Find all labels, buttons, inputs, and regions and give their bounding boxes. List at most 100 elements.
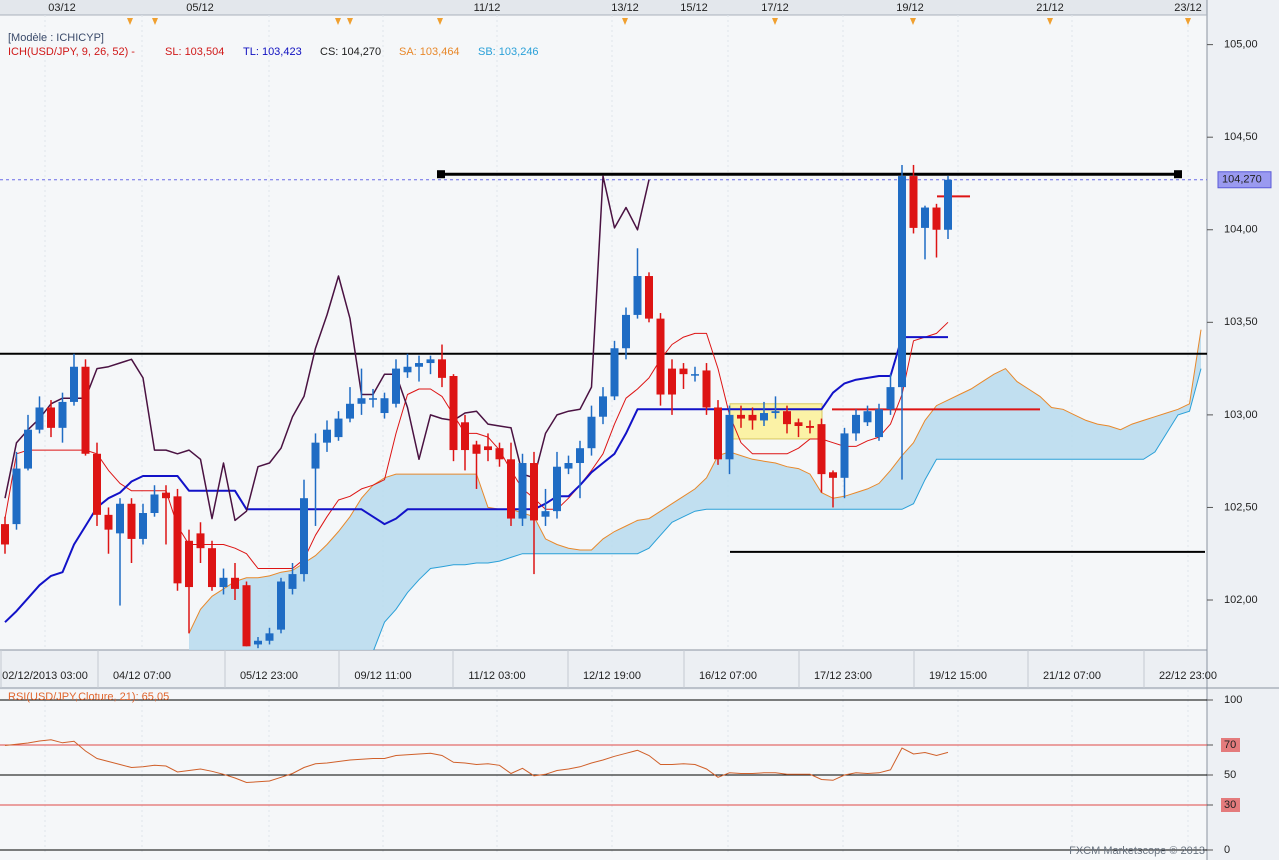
candle-body (461, 422, 469, 451)
price-axis (1207, 0, 1279, 860)
time-label: 19/12 15:00 (929, 670, 987, 682)
date-label: 17/12 (761, 2, 789, 14)
date-bar (0, 0, 1207, 15)
last-price-box (1217, 171, 1272, 189)
candle-body (702, 370, 711, 408)
y-tick-label: 104,50 (1224, 131, 1258, 143)
candle-body (47, 407, 55, 428)
line-handle (1174, 170, 1182, 179)
event-marker (910, 18, 916, 25)
candle-body (104, 514, 113, 530)
price-plot (0, 15, 1207, 650)
time-label: 16/12 07:00 (699, 670, 757, 682)
candle-body (553, 466, 561, 512)
time-label: 02/12/2013 03:00 (2, 670, 88, 682)
time-label: 12/12 19:00 (583, 670, 641, 682)
candle-body (530, 463, 538, 521)
y-tick-label: 103,00 (1224, 409, 1258, 421)
candle-body (81, 366, 90, 454)
y-tick-label: 104,00 (1224, 224, 1258, 236)
candle-body (495, 448, 504, 460)
y-tick-label: 70 (1224, 739, 1236, 751)
candle-body (231, 577, 239, 589)
candle-body (622, 314, 630, 349)
time-label: 21/12 07:00 (1043, 670, 1101, 682)
candle-body (863, 411, 872, 423)
candle-body (771, 411, 780, 414)
date-label: 03/12 (48, 2, 76, 14)
candle-body (1, 524, 9, 545)
event-marker (1185, 18, 1191, 25)
candle-body (541, 511, 550, 517)
candle-body (576, 448, 584, 464)
date-label: 19/12 (896, 2, 924, 14)
time-label: 22/12 23:00 (1159, 670, 1217, 682)
candle-body (449, 376, 458, 451)
legend-item: SL: 103,504 (165, 46, 224, 58)
candle-body (265, 633, 274, 641)
candle-body (691, 374, 699, 376)
candle-body (24, 429, 32, 469)
last-price-label: 104,270 (1222, 174, 1262, 186)
rsi-line (4, 739, 949, 784)
date-label: 23/12 (1174, 2, 1202, 14)
y-tick-label: 0 (1224, 844, 1230, 856)
date-label: 13/12 (611, 2, 639, 14)
candle-body (196, 533, 205, 549)
candle-body (886, 387, 895, 410)
candle-body (564, 463, 573, 469)
candle-body (242, 585, 251, 647)
candle-body (794, 422, 803, 426)
candle-body (116, 503, 124, 534)
candle-body (725, 414, 734, 460)
legend-item: CS: 104,270 (320, 46, 381, 58)
candle-body (139, 513, 147, 539)
candle-body (288, 574, 297, 589)
event-marker (347, 18, 353, 25)
candle-body (173, 496, 182, 584)
candle-body (438, 359, 446, 378)
candle-body (162, 492, 170, 499)
indicator-line (4, 336, 948, 623)
y-tick-label: 103,50 (1224, 316, 1258, 328)
time-label: 05/12 23:00 (240, 670, 298, 682)
candle-body (403, 366, 412, 373)
time-label: 11/12 03:00 (468, 670, 525, 682)
indicator-title: RSI(USD/JPY,Cloture, 21): 65,05 (8, 691, 169, 703)
candle-body (380, 398, 389, 414)
candle-body (909, 176, 918, 228)
candle-body (645, 276, 653, 319)
event-marker (622, 18, 628, 25)
legend-item: [Modèle : ICHICYP] (8, 32, 104, 44)
date-label: 15/12 (680, 2, 708, 14)
candle-body (346, 403, 354, 419)
candle-body (656, 318, 665, 395)
event-marker (437, 18, 443, 25)
candle-body (185, 540, 193, 588)
y-tick-label: 50 (1224, 769, 1236, 781)
date-label: 21/12 (1036, 2, 1064, 14)
candle-body (472, 444, 481, 454)
candle-body (760, 413, 768, 421)
candle-body (70, 366, 78, 402)
candle-body (415, 363, 423, 367)
candle-body (633, 276, 642, 315)
candle-body (783, 411, 791, 425)
candle-body (12, 468, 21, 525)
cloud-edge (188, 329, 1202, 634)
y-tick-label: 30 (1224, 799, 1236, 811)
candle-body (817, 424, 826, 475)
candle-body (507, 459, 515, 519)
event-marker (127, 18, 133, 25)
candle-body (679, 368, 688, 375)
legend-item: SA: 103,464 (399, 46, 460, 58)
candle-body (392, 368, 400, 404)
candle-body (852, 414, 860, 434)
candle-body (93, 453, 101, 515)
legend-item: TL: 103,423 (243, 46, 302, 58)
candle-body (277, 581, 285, 630)
candle-body (714, 407, 722, 460)
